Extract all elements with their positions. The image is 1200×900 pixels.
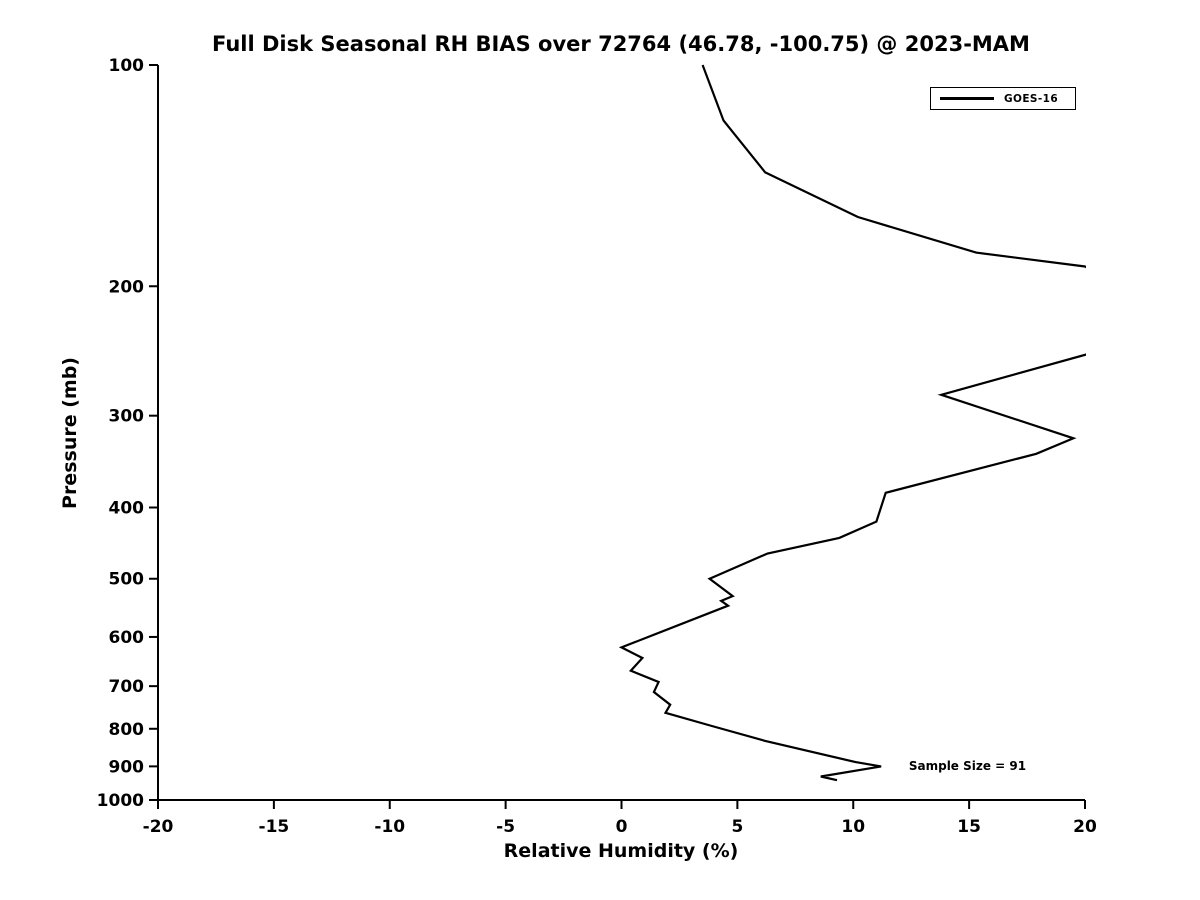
legend-line-sample	[940, 97, 994, 100]
y-tick-label: 500	[109, 570, 145, 590]
legend-label-goes16: GOES-16	[1004, 92, 1059, 105]
y-tick-label: 400	[109, 499, 145, 519]
y-tick-label: 600	[109, 628, 145, 648]
x-tick-label: -20	[143, 817, 174, 837]
x-tick-label: 0	[616, 817, 628, 837]
x-tick-label: 20	[1073, 817, 1097, 837]
y-tick-label: 300	[109, 407, 145, 427]
x-tick-label: 15	[957, 817, 981, 837]
x-tick-label: -10	[374, 817, 405, 837]
y-tick-label: 1000	[97, 791, 144, 811]
y-tick-label: 100	[109, 56, 145, 76]
x-tick-label: 10	[841, 817, 865, 837]
series-line-goes-16	[618, 64, 1086, 782]
sample-size-annotation: Sample Size = 91	[908, 759, 1027, 774]
x-axis-label: Relative Humidity (%)	[503, 840, 739, 862]
y-tick-label: 800	[109, 720, 145, 740]
y-tick-label: 900	[109, 757, 145, 777]
x-tick-label: 5	[731, 817, 743, 837]
legend-box: GOES-16	[930, 87, 1076, 110]
x-tick-label: -5	[496, 817, 515, 837]
chart-title: Full Disk Seasonal RH BIAS over 72764 (4…	[212, 32, 1030, 56]
y-tick-label: 200	[109, 277, 145, 297]
y-tick-label: 700	[109, 677, 145, 697]
x-tick-label: -15	[259, 817, 290, 837]
